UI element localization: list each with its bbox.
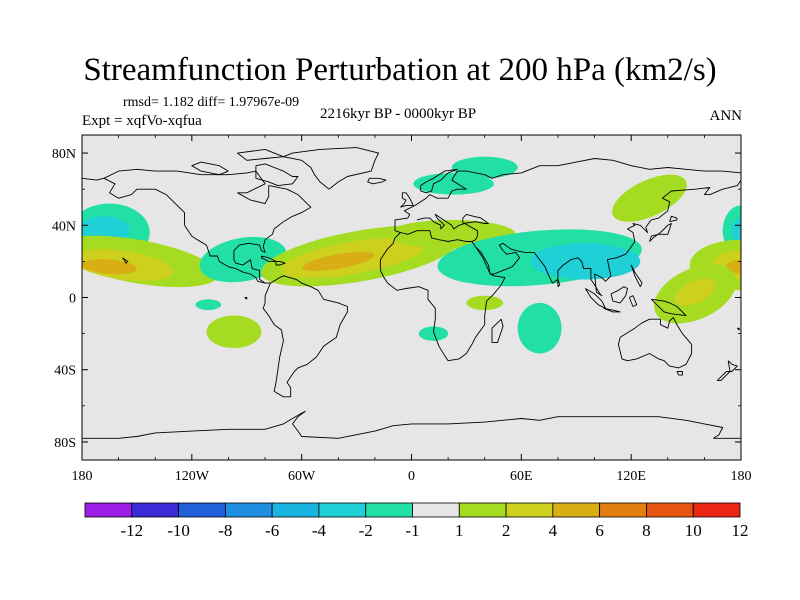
- coastline-5: [394, 158, 741, 229]
- contour-field: [82, 135, 741, 460]
- coastline-27: [255, 163, 299, 187]
- rmsd-diff-stats: rmsd= 1.182 diff= 1.97967e-09: [123, 95, 300, 110]
- coastline-7: [400, 192, 414, 208]
- coastline-11: [475, 179, 741, 297]
- coastline-3: [184, 225, 266, 284]
- chart-title: Streamfunction Perturbation at 200 hPa (…: [83, 52, 717, 88]
- experiment-label: Expt = xqfVo-xqfua: [82, 113, 202, 129]
- colorbar-label-5: -2: [359, 521, 373, 540]
- colorbar-label-9: 4: [549, 521, 558, 540]
- contour-region-24: [418, 326, 449, 341]
- coastline-12: [649, 223, 672, 242]
- colorbar-box-0: [84, 502, 133, 518]
- coastline-29: [237, 148, 284, 161]
- contour-region-23: [517, 302, 562, 354]
- coastline-8: [394, 228, 401, 233]
- x-tick-label-4: 60E: [510, 469, 533, 484]
- coastline-32: [82, 410, 741, 439]
- coastline-6: [420, 168, 458, 194]
- contour-region-11: [195, 299, 222, 311]
- coastline-2: [103, 177, 185, 226]
- coastline-22: [676, 371, 683, 376]
- coastline-28: [191, 161, 229, 176]
- coastline-17: [610, 286, 628, 304]
- contour-region-26: [674, 278, 716, 306]
- coastline-26: [367, 177, 387, 185]
- coastline-20: [650, 298, 687, 317]
- coastline-10: [462, 213, 489, 224]
- colorbar-box-3: [224, 502, 273, 518]
- x-tick-label-3: 0: [408, 469, 415, 484]
- coastline-9: [416, 213, 478, 242]
- contour-region-22: [466, 295, 504, 311]
- coastline-31: [275, 260, 286, 266]
- colorbar-box-6: [365, 502, 413, 518]
- colorbar-label-2: -8: [218, 521, 232, 540]
- contour-region-6: [82, 259, 137, 275]
- coastline-4: [379, 230, 506, 362]
- coastline-25: [282, 147, 380, 190]
- coastline-14: [557, 279, 561, 288]
- colorbar-label-10: 6: [595, 521, 604, 540]
- coastline-23: [716, 360, 738, 382]
- y-tick-label-3: 40S: [54, 364, 76, 379]
- contour-region-21: [612, 174, 687, 222]
- coastline-24: [491, 318, 504, 344]
- colorbar-label-11: 8: [642, 521, 651, 540]
- colorbar-box-10: [552, 502, 601, 518]
- coastline-33: [82, 177, 105, 181]
- coastlines: [82, 147, 741, 439]
- colorbar: -12 -10 -8 -6 -4 -2 -1 1 2 4 6 8 10 12: [84, 502, 749, 540]
- contour-region-15: [302, 251, 375, 271]
- y-tick-label-2: 0: [69, 292, 76, 307]
- y-tick-label-0: 80N: [52, 147, 76, 162]
- colorbar-box-8: [458, 502, 507, 518]
- coastline-1: [262, 275, 348, 398]
- colorbar-label-1: -10: [167, 521, 190, 540]
- colorbar-box-1: [131, 502, 179, 518]
- coastline-19: [630, 264, 643, 288]
- coastline-36: [736, 327, 740, 331]
- colorbar-box-13: [692, 502, 741, 518]
- colorbar-label-6: -1: [405, 521, 419, 540]
- colorbar-label-0: -12: [120, 521, 143, 540]
- colorbar-label-12: 10: [685, 521, 702, 540]
- period-label: 2216kyr BP - 0000kyr BP: [320, 106, 477, 122]
- colorbar-box-5: [318, 502, 367, 518]
- colorbar-label-13: 12: [732, 521, 749, 540]
- y-tick-label-4: 80S: [54, 436, 76, 451]
- x-tick-label-2: 60W: [288, 469, 316, 484]
- coastline-21: [617, 316, 693, 369]
- season-label: ANN: [709, 108, 743, 124]
- coastline-0: [103, 168, 312, 284]
- x-tick-label-0: 180: [72, 469, 93, 484]
- contour-region-18: [530, 243, 641, 280]
- x-tick-label-6: 180: [731, 469, 752, 484]
- x-tick-label-5: 120E: [616, 469, 646, 484]
- contour-region-20: [451, 156, 518, 179]
- coastline-35: [244, 297, 248, 300]
- x-tick-label-1: 120W: [175, 469, 210, 484]
- contour-region-3: [731, 218, 741, 244]
- colorbar-box-2: [178, 502, 226, 518]
- colorbar-label-8: 2: [502, 521, 511, 540]
- coastline-34: [121, 257, 129, 264]
- colorbar-box-9: [505, 502, 554, 518]
- colorbar-box-12: [646, 502, 694, 518]
- coastline-18: [628, 295, 638, 307]
- coastline-16: [603, 307, 621, 313]
- colorbar-box-7: [412, 502, 460, 518]
- y-tick-label-1: 40N: [52, 219, 76, 234]
- map-axes: 180 120W 60W 0 60E 120E 180 80N 40N 0 40S 80S: [52, 134, 752, 484]
- coastline-30: [260, 255, 277, 262]
- colorbar-label-4: -4: [312, 521, 327, 540]
- colorbar-box-4: [271, 502, 320, 518]
- coastline-13: [669, 215, 678, 223]
- colorbar-label-7: 1: [455, 521, 464, 540]
- colorbar-box-11: [599, 502, 647, 518]
- colorbar-label-3: -6: [265, 521, 279, 540]
- contour-region-12: [206, 315, 262, 349]
